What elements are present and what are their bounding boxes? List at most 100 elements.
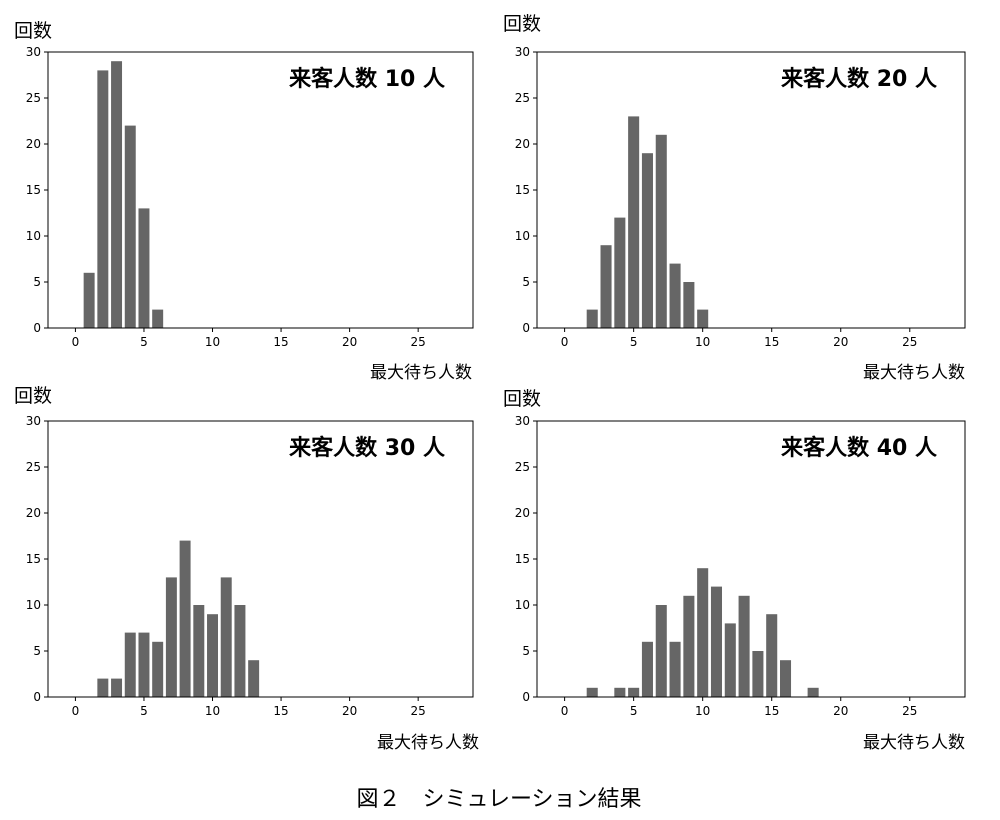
bar [234,605,246,697]
bar [697,568,709,697]
x-tick-label: 5 [630,704,638,718]
y-tick-label: 0 [522,690,530,704]
y-tick-label: 25 [515,91,530,105]
x-tick-label: 15 [764,335,779,349]
bar [138,208,150,328]
y-tick-label: 30 [515,414,530,428]
bar [220,577,232,697]
y-tick-label: 15 [26,183,41,197]
y-tick-label: 0 [33,321,41,335]
y-axis-label: 回数 [503,13,541,35]
bar [628,687,640,697]
y-tick-label: 20 [515,506,530,520]
bar [97,70,109,329]
figure-caption: 図２ シミュレーション結果 [356,787,641,812]
bar [179,540,191,697]
bar [586,687,598,697]
y-axis-label: 回数 [14,385,52,407]
bar [614,687,626,697]
x-tick-label: 10 [695,704,710,718]
y-tick-label: 15 [515,183,530,197]
y-tick-label: 0 [33,690,41,704]
bar [124,125,136,328]
y-tick-label: 10 [26,598,41,612]
y-tick-label: 30 [26,414,41,428]
x-tick-label: 15 [273,335,288,349]
x-tick-label: 20 [833,704,848,718]
bar [193,605,205,697]
x-tick-label: 20 [342,335,357,349]
x-axis-label: 最大待ち人数 [377,733,479,753]
bar [641,153,653,328]
y-tick-label: 10 [515,598,530,612]
x-tick-label: 25 [411,704,426,718]
x-tick-label: 20 [833,335,848,349]
y-tick-label: 5 [33,275,41,289]
bar [138,632,150,697]
x-axis-label: 最大待ち人数 [863,363,965,383]
bar [124,632,136,697]
bar [655,605,667,697]
bar [111,678,123,697]
x-axis-label: 最大待ち人数 [370,363,472,383]
y-tick-label: 5 [522,275,530,289]
y-tick-label: 15 [26,552,41,566]
x-tick-label: 0 [561,335,569,349]
x-axis-label: 最大待ち人数 [863,733,965,753]
x-tick-label: 25 [902,335,917,349]
chart-annotation: 来客人数 20 人 [780,66,937,92]
bar [614,217,626,328]
x-tick-label: 25 [411,335,426,349]
bar [752,651,764,697]
bar [807,687,819,697]
y-tick-label: 30 [26,45,41,59]
x-tick-label: 10 [205,704,220,718]
axes-frame [47,420,474,698]
bar [766,614,778,697]
y-tick-label: 20 [26,137,41,151]
x-tick-label: 10 [205,335,220,349]
bar [779,660,792,697]
x-tick-label: 10 [695,335,710,349]
chart-annotation: 来客人数 10 人 [288,66,445,92]
bar [97,678,109,697]
bar [697,309,709,328]
bar [83,272,95,328]
x-tick-label: 5 [140,335,148,349]
x-tick-label: 0 [72,704,80,718]
bar [586,309,598,328]
y-tick-label: 10 [515,229,530,243]
x-tick-label: 0 [72,335,80,349]
bar [724,623,736,697]
y-tick-label: 25 [26,91,41,105]
bar [738,595,750,697]
x-tick-label: 5 [140,704,148,718]
axes-frame [536,420,966,698]
x-tick-label: 15 [764,704,779,718]
bar [669,641,681,697]
y-tick-label: 0 [522,321,530,335]
bar [111,61,123,328]
y-tick-label: 20 [26,506,41,520]
bar [669,263,681,328]
bar [683,595,695,697]
y-tick-label: 25 [515,460,530,474]
y-tick-label: 5 [33,644,41,658]
bar [683,282,695,328]
bar [628,116,640,329]
chart-annotation: 来客人数 40 人 [780,435,937,461]
x-tick-label: 15 [273,704,288,718]
y-axis-label: 回数 [14,20,52,42]
y-tick-label: 10 [26,229,41,243]
bar [600,245,612,328]
x-tick-label: 5 [630,335,638,349]
chart-annotation: 来客人数 30 人 [288,435,445,461]
x-tick-label: 25 [902,704,917,718]
y-tick-label: 30 [515,45,530,59]
y-tick-label: 20 [515,137,530,151]
bar [248,660,260,697]
